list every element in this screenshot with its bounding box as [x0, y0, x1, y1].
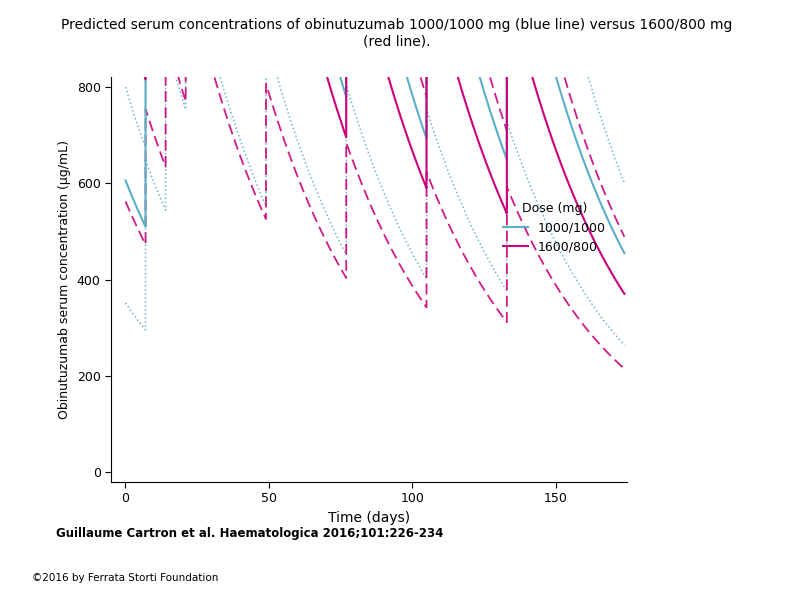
Text: Predicted serum concentrations of obinutuzumab 1000/1000 mg (blue line) versus 1: Predicted serum concentrations of obinut… [61, 18, 733, 48]
Legend: 1000/1000, 1600/800: 1000/1000, 1600/800 [498, 197, 611, 258]
Text: ©2016 by Ferrata Storti Foundation: ©2016 by Ferrata Storti Foundation [32, 573, 218, 583]
Text: Guillaume Cartron et al. Haematologica 2016;101:226-234: Guillaume Cartron et al. Haematologica 2… [56, 527, 443, 540]
Y-axis label: Obinutuzumab serum concentration (µg/mL): Obinutuzumab serum concentration (µg/mL) [58, 140, 71, 419]
X-axis label: Time (days): Time (days) [328, 511, 410, 525]
